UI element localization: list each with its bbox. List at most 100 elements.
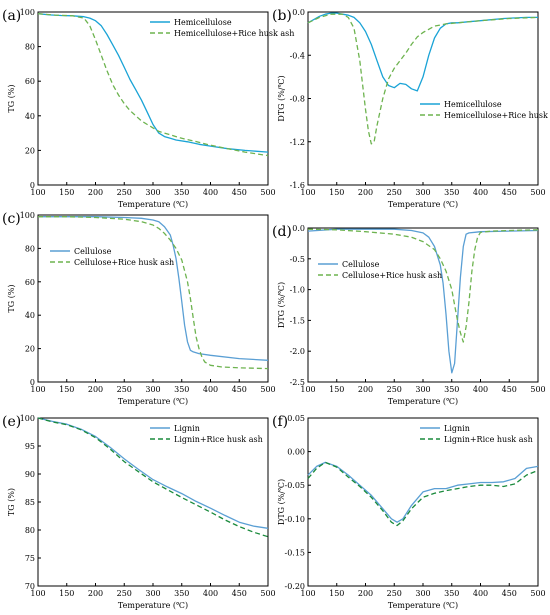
x-axis-label: Temperature (℃) xyxy=(388,601,458,610)
y-tick-label: 100 xyxy=(20,414,35,423)
panel-label: (a) xyxy=(2,8,21,24)
panel-label: (f) xyxy=(272,414,288,430)
x-tick-label: 350 xyxy=(444,589,459,598)
x-tick-label: 100 xyxy=(30,188,45,197)
legend-label: Lignin xyxy=(174,424,200,433)
x-axis-label: Temperature (℃) xyxy=(118,397,188,406)
panel-label: (e) xyxy=(2,414,21,430)
legend-label: Lignin xyxy=(444,424,470,433)
y-tick-label: 80 xyxy=(25,43,35,52)
x-tick-label: 500 xyxy=(530,188,545,197)
series-line-0 xyxy=(37,417,269,529)
y-tick-label: 60 xyxy=(25,77,35,86)
y-tick-label: -0.4 xyxy=(290,51,305,60)
x-tick-label: 400 xyxy=(203,589,218,598)
plot-frame xyxy=(307,11,539,186)
series-line-1 xyxy=(307,13,539,145)
y-tick-label: 100 xyxy=(20,8,35,17)
y-tick-label: 0.00 xyxy=(287,448,305,457)
x-tick-label: 250 xyxy=(117,589,132,598)
x-tick-label: 150 xyxy=(59,385,74,394)
y-axis-label: TG (%) xyxy=(7,284,16,312)
x-tick-label: 500 xyxy=(260,385,275,394)
y-tick-label: 90 xyxy=(25,470,35,479)
x-tick-label: 350 xyxy=(174,589,189,598)
y-tick-label: 80 xyxy=(25,526,35,535)
x-tick-label: 450 xyxy=(502,385,517,394)
x-tick-label: 350 xyxy=(174,188,189,197)
x-tick-label: 100 xyxy=(300,188,315,197)
panel-label: (d) xyxy=(272,224,292,240)
x-tick-label: 500 xyxy=(260,589,275,598)
x-tick-label: 250 xyxy=(117,385,132,394)
y-axis-label: TG (%) xyxy=(7,488,16,516)
panel-label: (b) xyxy=(272,8,292,24)
series-line-1 xyxy=(38,216,269,370)
y-tick-label: 60 xyxy=(25,278,35,287)
y-axis-label: DTG (%/℃) xyxy=(277,282,286,328)
x-tick-label: 200 xyxy=(358,589,373,598)
y-tick-label: -0.20 xyxy=(284,582,305,591)
y-tick-label: 80 xyxy=(25,244,35,253)
x-tick-label: 300 xyxy=(415,188,430,197)
x-tick-label: 500 xyxy=(530,589,545,598)
x-tick-label: 400 xyxy=(473,589,488,598)
series-line-0 xyxy=(37,13,269,153)
series-line-1 xyxy=(37,13,269,157)
x-tick-label: 250 xyxy=(387,188,402,197)
x-tick-label: 400 xyxy=(473,188,488,197)
y-tick-label: 20 xyxy=(25,146,35,155)
y-tick-label: 85 xyxy=(25,498,35,507)
x-tick-label: 350 xyxy=(444,188,459,197)
x-tick-label: 150 xyxy=(59,188,74,197)
x-tick-label: 400 xyxy=(473,385,488,394)
y-tick-label: 75 xyxy=(25,554,35,563)
x-tick-label: 450 xyxy=(232,385,247,394)
plot-frame xyxy=(37,214,269,383)
x-tick-label: 250 xyxy=(117,188,132,197)
chart-panel-4: 100 150 200 250 300 350 400 450 500 70 75 80 85 90 95 1… xyxy=(2,414,276,610)
chart-panel-5: 100 150 200 250 300 350 400 450 500 -0.20 -0.15 -0.… xyxy=(272,414,546,610)
x-axis-label: Temperature (℃) xyxy=(118,601,188,610)
x-tick-label: 150 xyxy=(329,188,344,197)
plot-frame xyxy=(307,227,539,383)
y-tick-label: 70 xyxy=(25,582,35,591)
x-tick-label: 250 xyxy=(387,589,402,598)
y-tick-label: 0 xyxy=(30,378,35,387)
x-tick-label: 450 xyxy=(232,589,247,598)
y-tick-label: 40 xyxy=(25,311,35,320)
y-tick-label: -1.6 xyxy=(290,181,305,190)
y-tick-label: 95 xyxy=(25,442,35,451)
y-tick-label: 0.0 xyxy=(292,224,305,233)
y-tick-label: -1.0 xyxy=(290,286,305,295)
x-axis-label: Temperature (℃) xyxy=(388,397,458,406)
chart-panel-2: 100 150 200 250 300 350 400 450 500 0 20 40 60 80 100 T… xyxy=(2,211,276,406)
y-axis-label: DTG (%/℃) xyxy=(277,479,286,525)
x-tick-label: 150 xyxy=(59,589,74,598)
y-tick-label: -2.0 xyxy=(290,347,305,356)
chart-panel-0: 100 150 200 250 300 350 400 450 500 0 20 40 60 80 100 T… xyxy=(2,8,294,209)
x-tick-label: 100 xyxy=(30,385,45,394)
y-tick-label: 20 xyxy=(25,345,35,354)
x-axis-label: Temperature (℃) xyxy=(388,200,458,209)
y-tick-label: -2.5 xyxy=(290,378,305,387)
y-tick-label: 100 xyxy=(20,211,35,220)
x-tick-label: 400 xyxy=(203,385,218,394)
x-tick-label: 100 xyxy=(300,589,315,598)
x-tick-label: 500 xyxy=(530,385,545,394)
series-line-0 xyxy=(307,12,538,92)
x-tick-label: 300 xyxy=(145,385,160,394)
series-line-1 xyxy=(307,228,539,343)
y-axis-label: DTG (%/℃) xyxy=(277,75,286,121)
series-line-0 xyxy=(307,228,539,374)
y-tick-label: -0.8 xyxy=(290,95,305,104)
series-line-0 xyxy=(38,216,269,361)
x-tick-label: 300 xyxy=(415,385,430,394)
y-tick-label: 0 xyxy=(30,181,35,190)
legend-label: Lignin+Rice husk ash xyxy=(444,435,533,444)
legend-label: Hemicellulose xyxy=(174,18,232,27)
panel-label: (c) xyxy=(2,211,21,227)
x-tick-label: 300 xyxy=(145,188,160,197)
y-tick-label: -1.5 xyxy=(290,316,305,325)
